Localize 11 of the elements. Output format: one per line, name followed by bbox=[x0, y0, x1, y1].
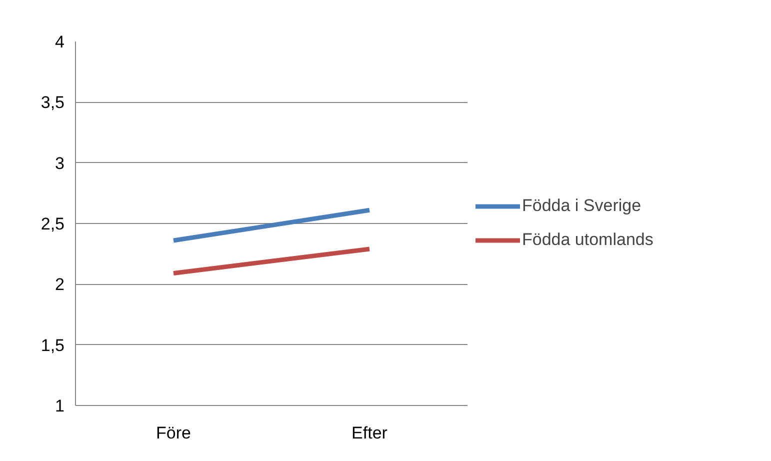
y-tick-label: 3 bbox=[55, 154, 65, 173]
y-tick-label: 4 bbox=[55, 32, 65, 52]
x-tick-label: Efter bbox=[352, 424, 388, 442]
y-tick-label: 2 bbox=[55, 275, 65, 294]
y-tick-label: 2,5 bbox=[40, 214, 65, 234]
y-tick-label: 3,5 bbox=[40, 93, 65, 112]
y-tick-label: 1 bbox=[55, 396, 65, 416]
x-tick-label: Före bbox=[156, 424, 191, 442]
legend-label: Födda i Sverige bbox=[522, 196, 642, 216]
y-tick-label: 1,5 bbox=[40, 336, 65, 355]
legend-label: Födda utomlands bbox=[522, 230, 654, 250]
